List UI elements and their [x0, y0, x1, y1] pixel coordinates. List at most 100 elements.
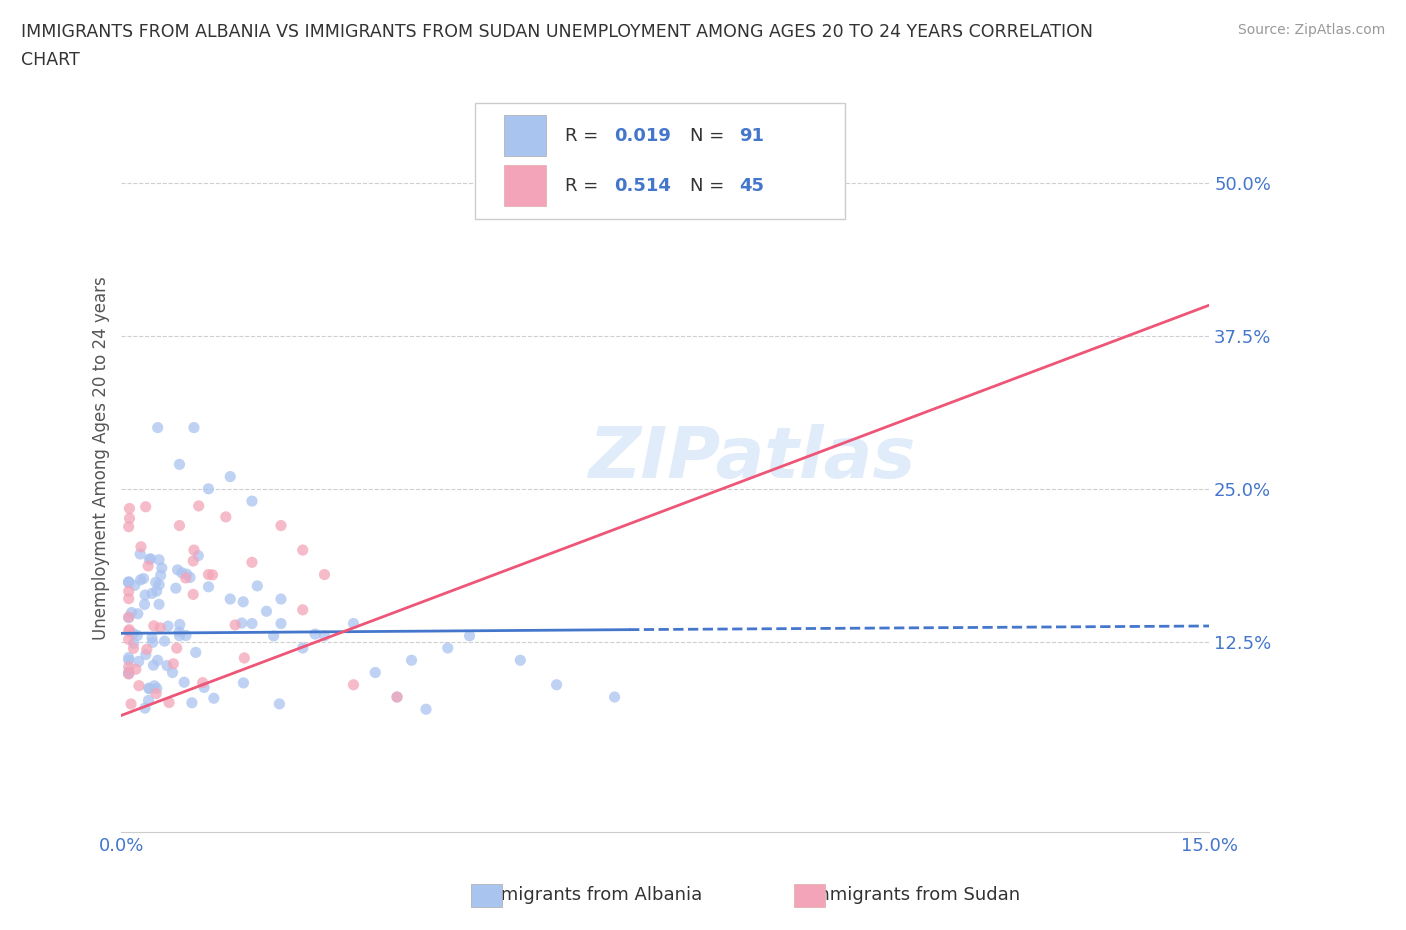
- Point: [174, 570, 197, 585]
- Point: [125, 662, 148, 677]
- Point: [184, 645, 207, 660]
- Point: [246, 578, 269, 593]
- Point: [173, 675, 195, 690]
- Y-axis label: Unemployment Among Ages 20 to 24 years: Unemployment Among Ages 20 to 24 years: [93, 276, 110, 640]
- Point: [118, 667, 141, 682]
- Text: 91: 91: [740, 126, 765, 144]
- Text: N =: N =: [690, 177, 730, 194]
- Text: 0.514: 0.514: [614, 177, 671, 194]
- Point: [129, 547, 152, 562]
- Point: [146, 420, 169, 435]
- Point: [291, 641, 314, 656]
- Point: [162, 657, 184, 671]
- Point: [128, 654, 150, 669]
- Point: [181, 587, 204, 602]
- Text: CHART: CHART: [21, 51, 80, 69]
- Point: [118, 519, 141, 534]
- Point: [135, 642, 157, 657]
- Text: IMMIGRANTS FROM ALBANIA VS IMMIGRANTS FROM SUDAN UNEMPLOYMENT AMONG AGES 20 TO 2: IMMIGRANTS FROM ALBANIA VS IMMIGRANTS FR…: [21, 23, 1092, 41]
- Point: [169, 629, 191, 644]
- Point: [118, 622, 141, 637]
- Text: Immigrants from Sudan: Immigrants from Sudan: [807, 885, 1021, 904]
- Point: [134, 700, 156, 715]
- Point: [118, 666, 141, 681]
- Point: [162, 665, 184, 680]
- Point: [118, 575, 141, 590]
- Text: R =: R =: [565, 126, 605, 144]
- Point: [187, 498, 209, 513]
- Point: [132, 571, 155, 586]
- Point: [197, 579, 219, 594]
- Point: [169, 457, 191, 472]
- Point: [145, 681, 167, 696]
- Point: [342, 677, 364, 692]
- Point: [118, 591, 141, 606]
- Point: [128, 678, 150, 693]
- Point: [291, 542, 314, 557]
- Point: [232, 675, 254, 690]
- Point: [118, 650, 141, 665]
- Point: [118, 653, 141, 668]
- Point: [118, 501, 141, 516]
- Point: [233, 650, 256, 665]
- Point: [141, 631, 163, 645]
- Point: [180, 696, 202, 711]
- Point: [118, 624, 141, 639]
- Point: [145, 686, 167, 701]
- Point: [124, 578, 146, 592]
- Point: [436, 641, 458, 656]
- Point: [183, 542, 205, 557]
- Point: [129, 539, 152, 554]
- Point: [166, 641, 188, 656]
- Point: [727, 175, 749, 190]
- Point: [145, 584, 167, 599]
- Point: [165, 580, 187, 595]
- Point: [263, 629, 285, 644]
- Text: 0.019: 0.019: [614, 126, 671, 144]
- Bar: [505, 165, 546, 206]
- Point: [215, 510, 238, 525]
- Point: [118, 659, 141, 674]
- Point: [149, 568, 172, 583]
- Point: [314, 629, 336, 644]
- Point: [142, 618, 165, 633]
- Point: [138, 681, 160, 696]
- Point: [197, 482, 219, 497]
- Point: [232, 594, 254, 609]
- Point: [118, 575, 141, 590]
- Point: [385, 689, 408, 704]
- Point: [167, 624, 190, 639]
- Point: [256, 604, 278, 618]
- Point: [150, 561, 173, 576]
- Point: [169, 518, 191, 533]
- Point: [122, 626, 145, 641]
- Point: [270, 518, 292, 533]
- Point: [153, 633, 176, 648]
- Point: [118, 610, 141, 625]
- Point: [156, 658, 179, 673]
- Point: [120, 697, 142, 711]
- Point: [118, 664, 141, 679]
- Point: [231, 616, 253, 631]
- Point: [138, 551, 160, 566]
- Point: [138, 693, 160, 708]
- Point: [142, 658, 165, 672]
- Point: [138, 682, 160, 697]
- Point: [118, 610, 141, 625]
- Point: [269, 697, 291, 711]
- Point: [291, 603, 314, 618]
- Point: [122, 641, 145, 656]
- Point: [458, 629, 481, 644]
- Text: Immigrants from Albania: Immigrants from Albania: [478, 885, 703, 904]
- Point: [342, 616, 364, 631]
- Point: [139, 551, 162, 566]
- Point: [169, 617, 191, 631]
- Point: [146, 653, 169, 668]
- Point: [136, 559, 159, 574]
- Point: [118, 511, 141, 525]
- Text: ZIPatlas: ZIPatlas: [589, 424, 917, 493]
- Point: [174, 628, 197, 643]
- Point: [148, 552, 170, 567]
- Point: [415, 702, 437, 717]
- Point: [401, 653, 423, 668]
